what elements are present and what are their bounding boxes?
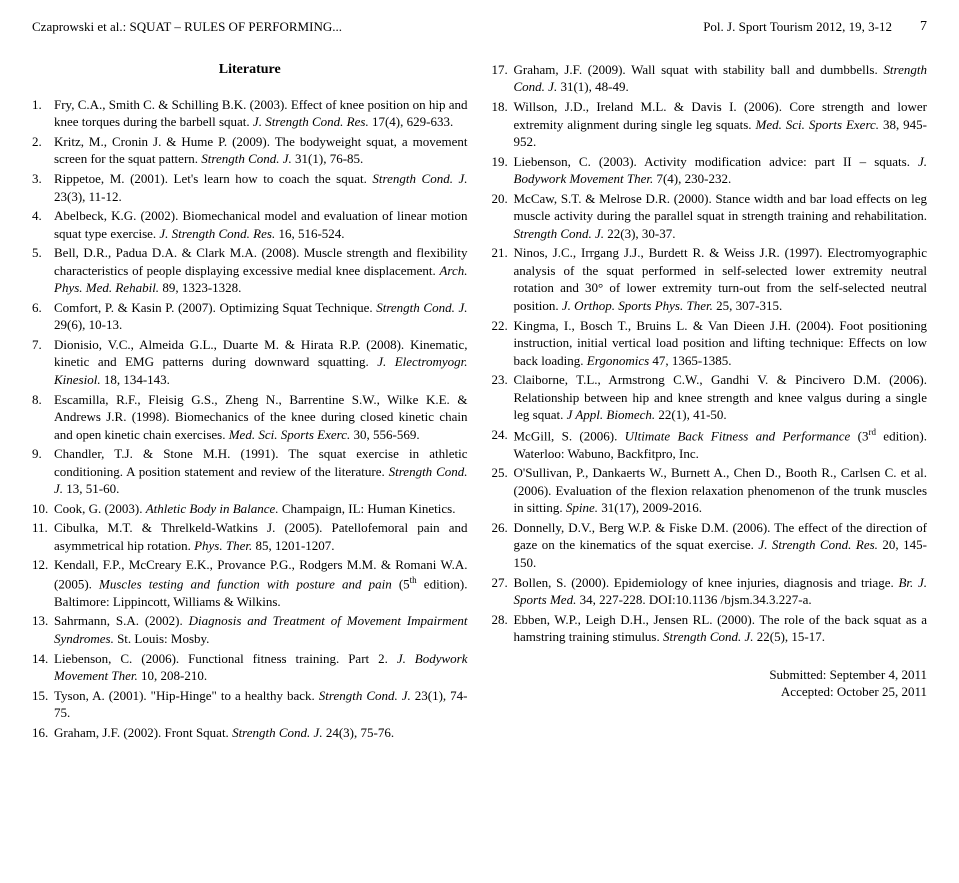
reference-item: 13.Sahrmann, S.A. (2002). Diagnosis and … [32, 612, 468, 647]
reference-item: 25.O'Sullivan, P., Dankaerts W., Burnett… [492, 464, 928, 517]
reference-text: Kingma, I., Bosch T., Bruins L. & Van Di… [514, 317, 928, 370]
reference-number: 19. [492, 153, 514, 188]
reference-text: Cook, G. (2003). Athletic Body in Balanc… [54, 500, 468, 518]
reference-number: 13. [32, 612, 54, 647]
reference-number: 6. [32, 299, 54, 334]
content-columns: Literature 1.Fry, C.A., Smith C. & Schil… [32, 61, 927, 743]
reference-text: Chandler, T.J. & Stone M.H. (1991). The … [54, 445, 468, 498]
right-references: 17.Graham, J.F. (2009). Wall squat with … [492, 61, 928, 646]
reference-text: Liebenson, C. (2003). Activity modificat… [514, 153, 928, 188]
reference-text: Graham, J.F. (2002). Front Squat. Streng… [54, 724, 468, 742]
reference-number: 10. [32, 500, 54, 518]
reference-text: Comfort, P. & Kasin P. (2007). Optimizin… [54, 299, 468, 334]
reference-item: 6.Comfort, P. & Kasin P. (2007). Optimiz… [32, 299, 468, 334]
reference-item: 19.Liebenson, C. (2003). Activity modifi… [492, 153, 928, 188]
reference-number: 26. [492, 519, 514, 572]
reference-number: 28. [492, 611, 514, 646]
reference-text: Willson, J.D., Ireland M.L. & Davis I. (… [514, 98, 928, 151]
reference-item: 9.Chandler, T.J. & Stone M.H. (1991). Th… [32, 445, 468, 498]
reference-item: 22.Kingma, I., Bosch T., Bruins L. & Van… [492, 317, 928, 370]
reference-number: 8. [32, 391, 54, 444]
reference-number: 27. [492, 574, 514, 609]
reference-number: 4. [32, 207, 54, 242]
reference-text: Kritz, M., Cronin J. & Hume P. (2009). T… [54, 133, 468, 168]
journal-citation: Pol. J. Sport Tourism 2012, 19, 3-12 [703, 18, 892, 37]
reference-number: 14. [32, 650, 54, 685]
reference-number: 3. [32, 170, 54, 205]
reference-number: 21. [492, 244, 514, 314]
reference-item: 18.Willson, J.D., Ireland M.L. & Davis I… [492, 98, 928, 151]
reference-number: 1. [32, 96, 54, 131]
left-references: 1.Fry, C.A., Smith C. & Schilling B.K. (… [32, 96, 468, 741]
reference-text: Cibulka, M.T. & Threlkeld-Watkins J. (20… [54, 519, 468, 554]
reference-text: Donnelly, D.V., Berg W.P. & Fiske D.M. (… [514, 519, 928, 572]
left-column: Literature 1.Fry, C.A., Smith C. & Schil… [32, 61, 468, 743]
reference-item: 16.Graham, J.F. (2002). Front Squat. Str… [32, 724, 468, 742]
reference-item: 8.Escamilla, R.F., Fleisig G.S., Zheng N… [32, 391, 468, 444]
reference-text: Ninos, J.C., Irrgang J.J., Burdett R. & … [514, 244, 928, 314]
reference-text: Sahrmann, S.A. (2002). Diagnosis and Tre… [54, 612, 468, 647]
reference-text: Rippetoe, M. (2001). Let's learn how to … [54, 170, 468, 205]
reference-text: Ebben, W.P., Leigh D.H., Jensen RL. (200… [514, 611, 928, 646]
literature-heading: Literature [32, 61, 468, 80]
reference-item: 15.Tyson, A. (2001). "Hip-Hinge" to a he… [32, 687, 468, 722]
reference-text: Bell, D.R., Padua D.A. & Clark M.A. (200… [54, 244, 468, 297]
reference-text: Fry, C.A., Smith C. & Schilling B.K. (20… [54, 96, 468, 131]
reference-number: 23. [492, 371, 514, 424]
reference-item: 24.McGill, S. (2006). Ultimate Back Fitn… [492, 426, 928, 462]
reference-text: Abelbeck, K.G. (2002). Biomechanical mod… [54, 207, 468, 242]
reference-text: McCaw, S.T. & Melrose D.R. (2000). Stanc… [514, 190, 928, 243]
reference-item: 26.Donnelly, D.V., Berg W.P. & Fiske D.M… [492, 519, 928, 572]
reference-item: 21.Ninos, J.C., Irrgang J.J., Burdett R.… [492, 244, 928, 314]
reference-item: 4.Abelbeck, K.G. (2002). Biomechanical m… [32, 207, 468, 242]
reference-item: 2.Kritz, M., Cronin J. & Hume P. (2009).… [32, 133, 468, 168]
page-header: Czaprowski et al.: SQUAT – RULES OF PERF… [32, 18, 927, 37]
reference-item: 23.Claiborne, T.L., Armstrong C.W., Gand… [492, 371, 928, 424]
reference-number: 11. [32, 519, 54, 554]
reference-number: 7. [32, 336, 54, 389]
header-right: Pol. J. Sport Tourism 2012, 19, 3-12 7 [703, 18, 927, 37]
reference-item: 3.Rippetoe, M. (2001). Let's learn how t… [32, 170, 468, 205]
reference-number: 20. [492, 190, 514, 243]
reference-text: Bollen, S. (2000). Epidemiology of knee … [514, 574, 928, 609]
reference-text: McGill, S. (2006). Ultimate Back Fitness… [514, 426, 928, 462]
reference-number: 15. [32, 687, 54, 722]
reference-number: 16. [32, 724, 54, 742]
reference-item: 1.Fry, C.A., Smith C. & Schilling B.K. (… [32, 96, 468, 131]
reference-number: 12. [32, 556, 54, 610]
reference-item: 10.Cook, G. (2003). Athletic Body in Bal… [32, 500, 468, 518]
reference-text: Tyson, A. (2001). "Hip-Hinge" to a healt… [54, 687, 468, 722]
reference-number: 25. [492, 464, 514, 517]
header-left: Czaprowski et al.: SQUAT – RULES OF PERF… [32, 18, 342, 37]
submitted-date: Submitted: September 4, 2011 [492, 666, 928, 684]
reference-item: 28.Ebben, W.P., Leigh D.H., Jensen RL. (… [492, 611, 928, 646]
reference-number: 22. [492, 317, 514, 370]
reference-item: 14.Liebenson, C. (2006). Functional fitn… [32, 650, 468, 685]
reference-item: 17.Graham, J.F. (2009). Wall squat with … [492, 61, 928, 96]
reference-number: 2. [32, 133, 54, 168]
reference-item: 11.Cibulka, M.T. & Threlkeld-Watkins J. … [32, 519, 468, 554]
reference-text: O'Sullivan, P., Dankaerts W., Burnett A.… [514, 464, 928, 517]
reference-number: 17. [492, 61, 514, 96]
reference-text: Graham, J.F. (2009). Wall squat with sta… [514, 61, 928, 96]
reference-item: 20.McCaw, S.T. & Melrose D.R. (2000). St… [492, 190, 928, 243]
reference-number: 5. [32, 244, 54, 297]
reference-text: Kendall, F.P., McCreary E.K., Provance P… [54, 556, 468, 610]
reference-item: 12.Kendall, F.P., McCreary E.K., Provanc… [32, 556, 468, 610]
accepted-date: Accepted: October 25, 2011 [492, 683, 928, 701]
reference-number: 18. [492, 98, 514, 151]
reference-text: Liebenson, C. (2006). Functional fitness… [54, 650, 468, 685]
page-number: 7 [920, 18, 927, 37]
reference-item: 5.Bell, D.R., Padua D.A. & Clark M.A. (2… [32, 244, 468, 297]
reference-item: 7.Dionisio, V.C., Almeida G.L., Duarte M… [32, 336, 468, 389]
reference-text: Claiborne, T.L., Armstrong C.W., Gandhi … [514, 371, 928, 424]
reference-number: 24. [492, 426, 514, 462]
reference-number: 9. [32, 445, 54, 498]
submission-dates: Submitted: September 4, 2011 Accepted: O… [492, 666, 928, 701]
reference-text: Dionisio, V.C., Almeida G.L., Duarte M. … [54, 336, 468, 389]
right-column: 17.Graham, J.F. (2009). Wall squat with … [492, 61, 928, 743]
reference-text: Escamilla, R.F., Fleisig G.S., Zheng N.,… [54, 391, 468, 444]
reference-item: 27.Bollen, S. (2000). Epidemiology of kn… [492, 574, 928, 609]
